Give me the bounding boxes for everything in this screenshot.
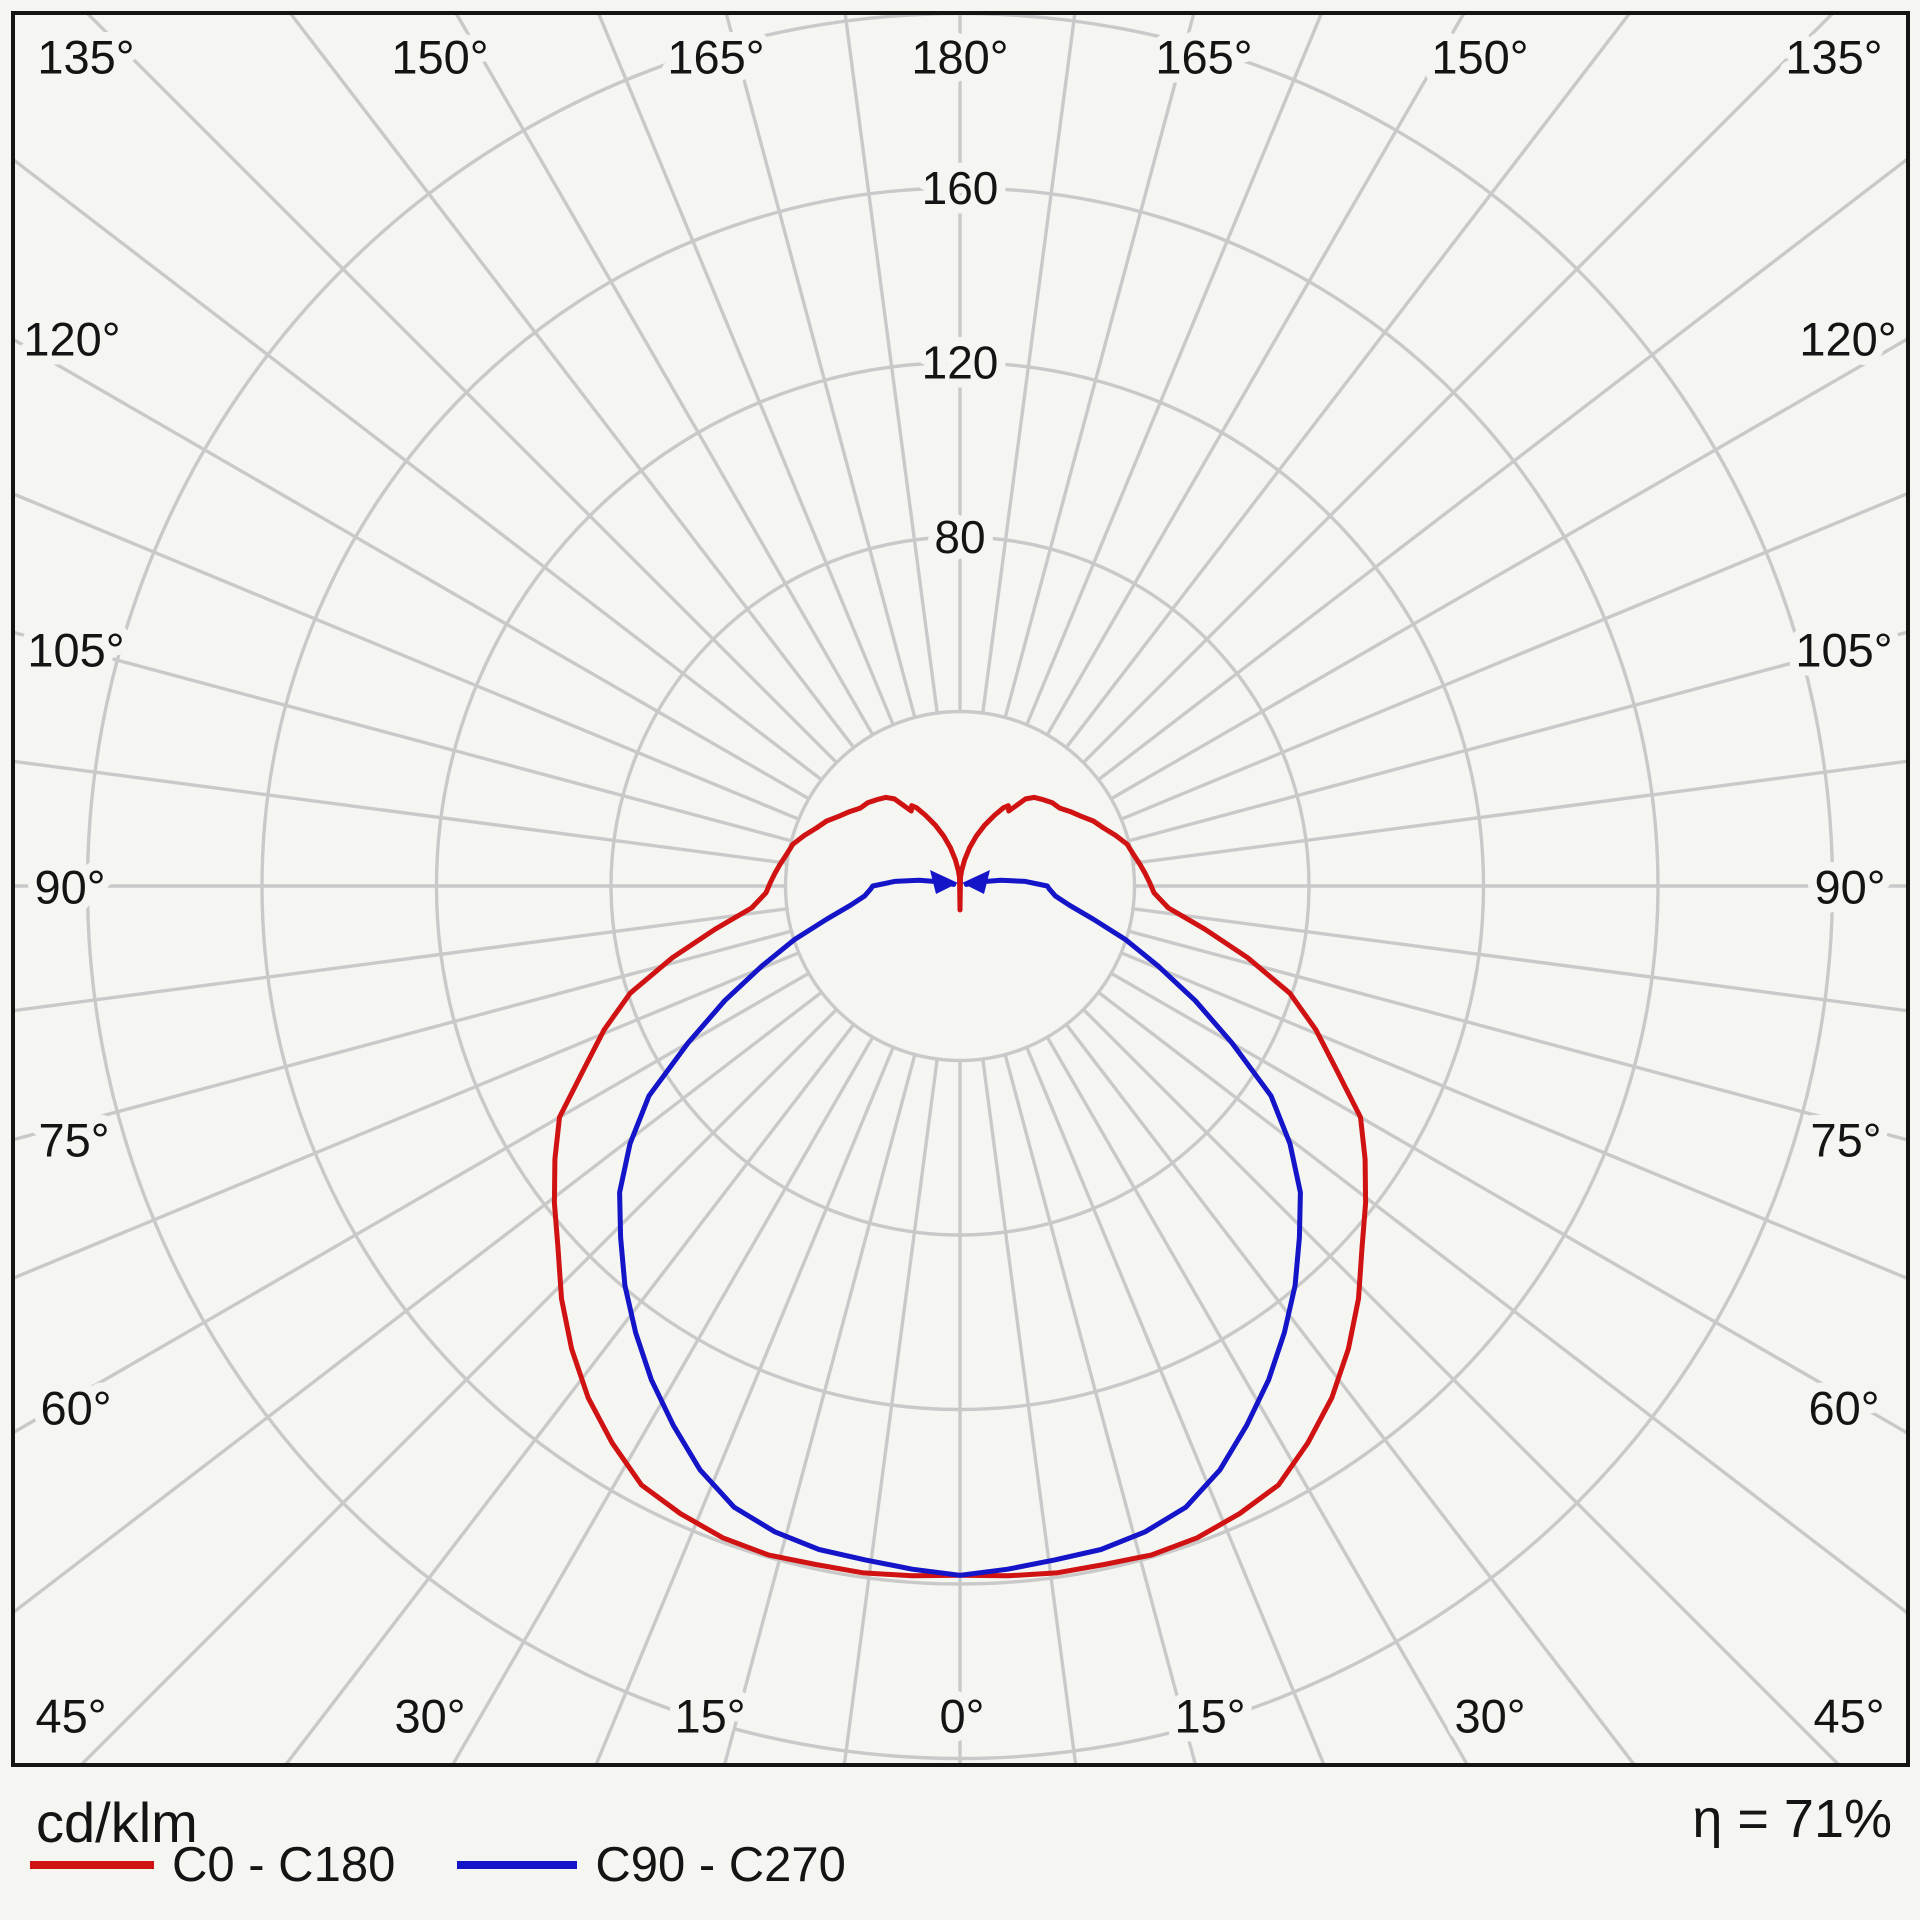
grid-ray <box>84 13 838 764</box>
grid-ray <box>1120 951 1908 1281</box>
angle-label: 0° <box>940 1689 985 1742</box>
grid-ray <box>13 990 823 1615</box>
grid-ray <box>981 13 1077 714</box>
grid-ray <box>1045 13 1466 736</box>
grid-ray <box>13 907 788 1013</box>
angle-label: 150° <box>391 30 488 83</box>
grid-ray <box>1132 907 1908 1013</box>
radial-tick-label: 160 <box>922 162 999 214</box>
grid-ray <box>1082 13 1836 764</box>
grid-ray <box>454 13 875 736</box>
grid-ray <box>13 971 810 1435</box>
grid-ray <box>13 951 800 1281</box>
angle-label: 60° <box>1808 1381 1879 1434</box>
angle-label: 105° <box>1795 623 1892 676</box>
legend-swatch-c90-c270 <box>457 1861 578 1869</box>
grid-ray <box>1064 13 1633 749</box>
grid-ray <box>981 1058 1078 1765</box>
grid-ray <box>842 1058 939 1765</box>
curve-end-arrow-icon <box>930 870 958 894</box>
legend-swatch-c0-c180 <box>30 1861 154 1869</box>
grid-ray <box>450 1036 875 1765</box>
angle-label: 135° <box>37 30 134 83</box>
legend-label-c0-c180: C0 - C180 <box>172 1838 396 1892</box>
angle-label: 150° <box>1431 30 1528 83</box>
grid-ray <box>283 1023 856 1765</box>
angle-label: 75° <box>1810 1113 1881 1166</box>
angle-label: 135° <box>1785 30 1882 83</box>
grid-ray <box>13 491 800 821</box>
radial-tick-label: 120 <box>922 337 999 389</box>
grid-ray <box>13 759 788 865</box>
grid-ray <box>722 1054 917 1765</box>
grid-ray <box>1045 1036 1470 1765</box>
angle-label: 180° <box>911 30 1008 83</box>
legend: C0 - C180 C90 - C270 <box>30 1834 846 1896</box>
legend-label-c90-c270: C90 - C270 <box>595 1838 846 1892</box>
angle-label: 120° <box>23 312 120 365</box>
angle-label: 105° <box>27 623 124 676</box>
grid-ray <box>1064 1023 1637 1765</box>
grid-ray <box>1097 990 1908 1616</box>
grid-ray <box>1025 1046 1326 1765</box>
grid-ray <box>1132 759 1908 865</box>
grid-ray <box>1097 156 1908 782</box>
grid-ray <box>1003 1054 1198 1765</box>
angle-label: 45° <box>35 1689 106 1742</box>
grid-ray <box>843 13 939 714</box>
grid-ray <box>1003 13 1196 718</box>
grid-ray <box>1110 971 1908 1436</box>
curve-C90-C270 <box>617 877 1303 1578</box>
angle-label: 15° <box>674 1689 745 1742</box>
grid-ray <box>13 157 823 782</box>
grid-ray <box>594 1046 895 1765</box>
grid-ray <box>13 337 810 801</box>
grid-ray <box>1128 630 1908 843</box>
grid-ray <box>596 13 895 726</box>
grid-ray <box>1120 491 1908 821</box>
grid-ray <box>287 13 856 749</box>
angle-label: 90° <box>34 860 105 913</box>
angle-label: 60° <box>40 1381 111 1434</box>
grid-ray <box>724 13 917 718</box>
angle-label: 120° <box>1799 312 1896 365</box>
grid-ray <box>1025 13 1324 726</box>
curves <box>551 794 1369 1579</box>
grid-ray <box>13 630 792 843</box>
units-label: cd/klm <box>36 1791 198 1854</box>
grid-ray <box>1128 929 1908 1142</box>
angle-label: 45° <box>1813 1689 1884 1742</box>
grid-ray <box>78 1008 838 1765</box>
grid-ray <box>13 929 792 1142</box>
angle-label: 90° <box>1814 860 1885 913</box>
angle-label: 15° <box>1174 1689 1245 1742</box>
angle-label: 165° <box>1155 30 1252 83</box>
grid-ray <box>1110 336 1908 801</box>
radial-tick-label: 80 <box>934 511 985 563</box>
angle-label: 30° <box>1454 1689 1525 1742</box>
angle-label: 165° <box>667 30 764 83</box>
curve-end-arrow-icon <box>962 870 990 894</box>
angle-label: 75° <box>38 1113 109 1166</box>
grid-ray <box>1082 1008 1842 1765</box>
angle-label: 30° <box>394 1689 465 1742</box>
axis-labels: 180° 165° 165° 150° 150° 135° 135° 120° 120° 105°… <box>14 21 1905 1751</box>
efficiency-label: η = 71% <box>1692 1789 1892 1849</box>
chart-frame <box>11 11 1910 1767</box>
